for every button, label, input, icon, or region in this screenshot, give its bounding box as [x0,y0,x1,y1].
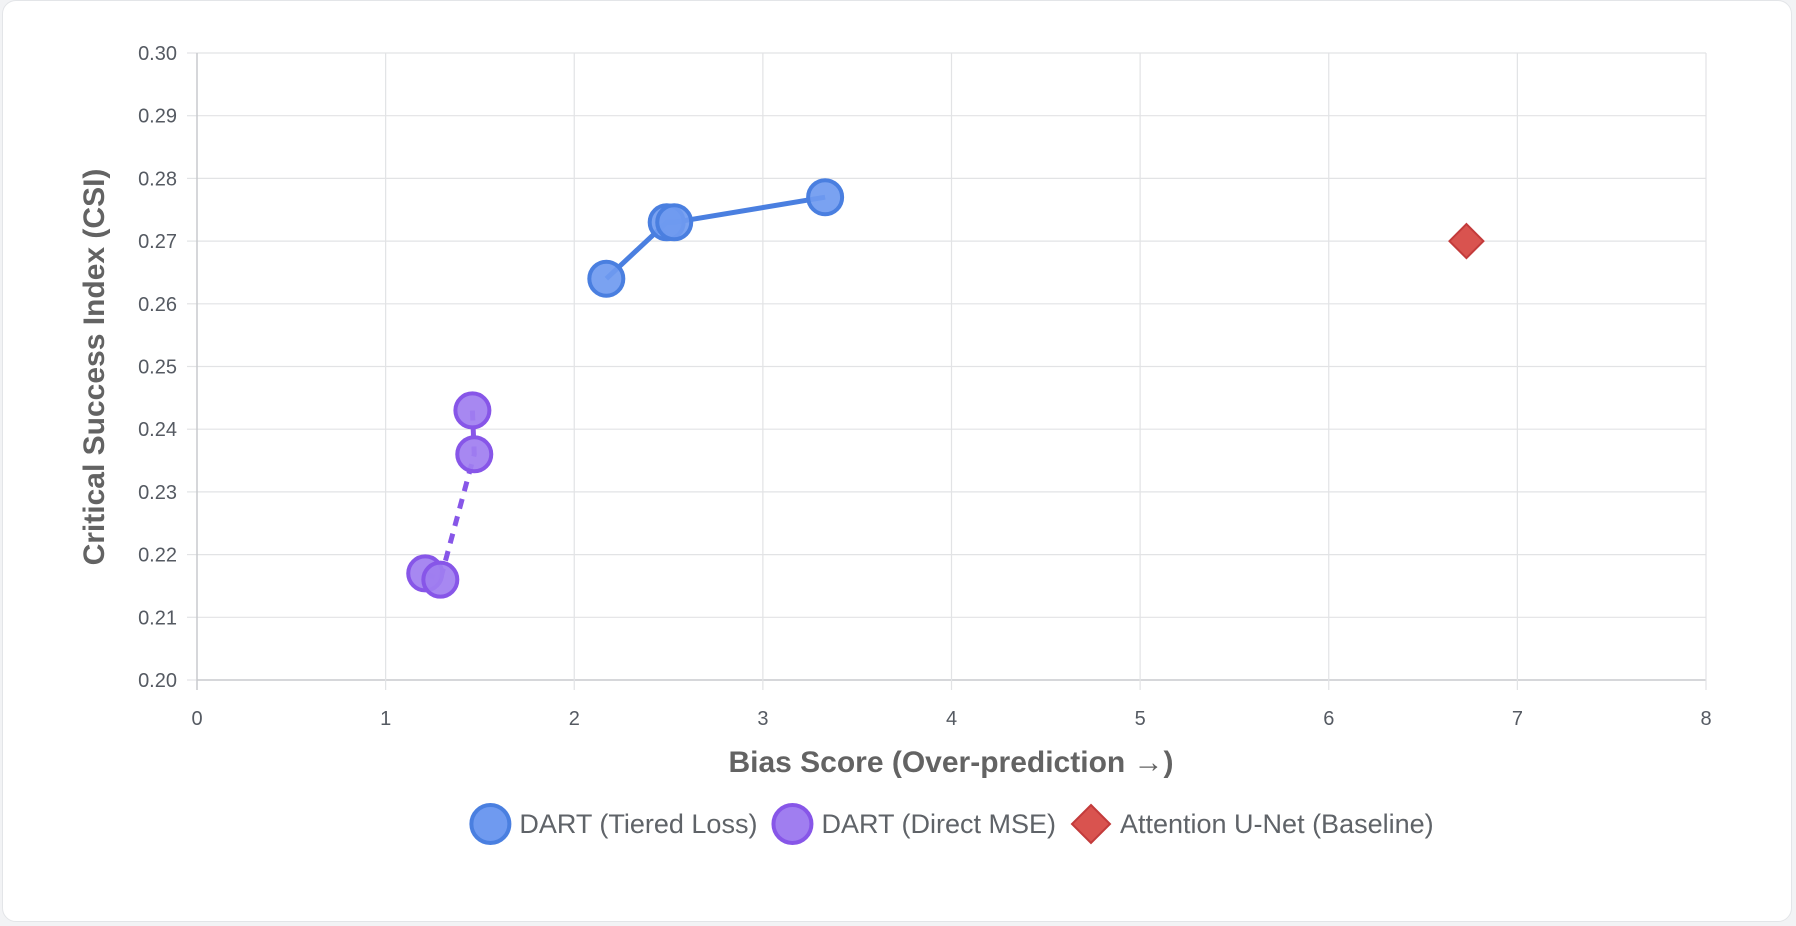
data-point [453,391,492,430]
y-tick-label: 0.21 [138,607,177,629]
legend-marker [469,803,512,845]
y-tick-label: 0.30 [138,43,177,65]
legend-marker [771,803,814,845]
x-tick-label: 4 [946,708,957,730]
x-tick-label: 7 [1512,708,1523,730]
y-tick-label: 0.24 [138,419,177,441]
series-line [604,194,826,281]
y-tick-label: 0.26 [138,294,177,316]
legend-label: DART (Tiered Loss) [519,809,757,839]
legend-marker [1070,803,1112,845]
y-axis-title: Critical Success Index (CSI) [78,169,111,566]
grid-lines [187,52,1707,690]
y-tick-label: 0.25 [138,357,177,379]
data-point [421,560,460,599]
legend-label: Attention U-Net (Baseline) [1120,809,1434,839]
series-3 [1448,222,1485,260]
y-tick-label: 0.22 [138,545,177,567]
legend-item: Attention U-Net (Baseline) [1070,803,1434,845]
data-point [806,178,845,217]
legend: DART (Tiered Loss) DART (Direct MSE) Atten… [469,803,1434,845]
y-tick-label: 0.28 [138,168,177,190]
data-point [455,435,494,474]
series-layer [406,178,1485,599]
x-tick-label: 1 [380,708,391,730]
y-tick-label: 0.27 [138,231,177,253]
y-tick-label: 0.20 [138,670,177,692]
x-tick-labels: 0 1 2 3 4 5 6 7 8 [191,708,1711,730]
x-tick-label: 2 [569,708,580,730]
legend-label: DART (Direct MSE) [821,809,1056,839]
y-tick-label: 0.23 [138,482,177,504]
y-tick-label: 0.29 [138,106,177,128]
data-point [1448,222,1485,260]
x-tick-label: 3 [757,708,768,730]
x-tick-label: 8 [1700,708,1711,730]
series-1 [587,178,845,298]
x-tick-label: 6 [1323,708,1334,730]
data-point [587,259,626,298]
x-axis-title: Bias Score (Over-prediction →) [728,746,1173,779]
series-2 [406,391,494,599]
legend-item: DART (Direct MSE) [771,803,1056,845]
y-tick-labels: 0.20 0.21 0.22 0.23 0.24 0.25 0.26 0.27 0.28 0.29… [138,43,177,692]
x-tick-label: 0 [191,708,202,730]
data-point [655,203,694,242]
x-tick-label: 5 [1135,708,1146,730]
legend-item: DART (Tiered Loss) [469,803,757,845]
